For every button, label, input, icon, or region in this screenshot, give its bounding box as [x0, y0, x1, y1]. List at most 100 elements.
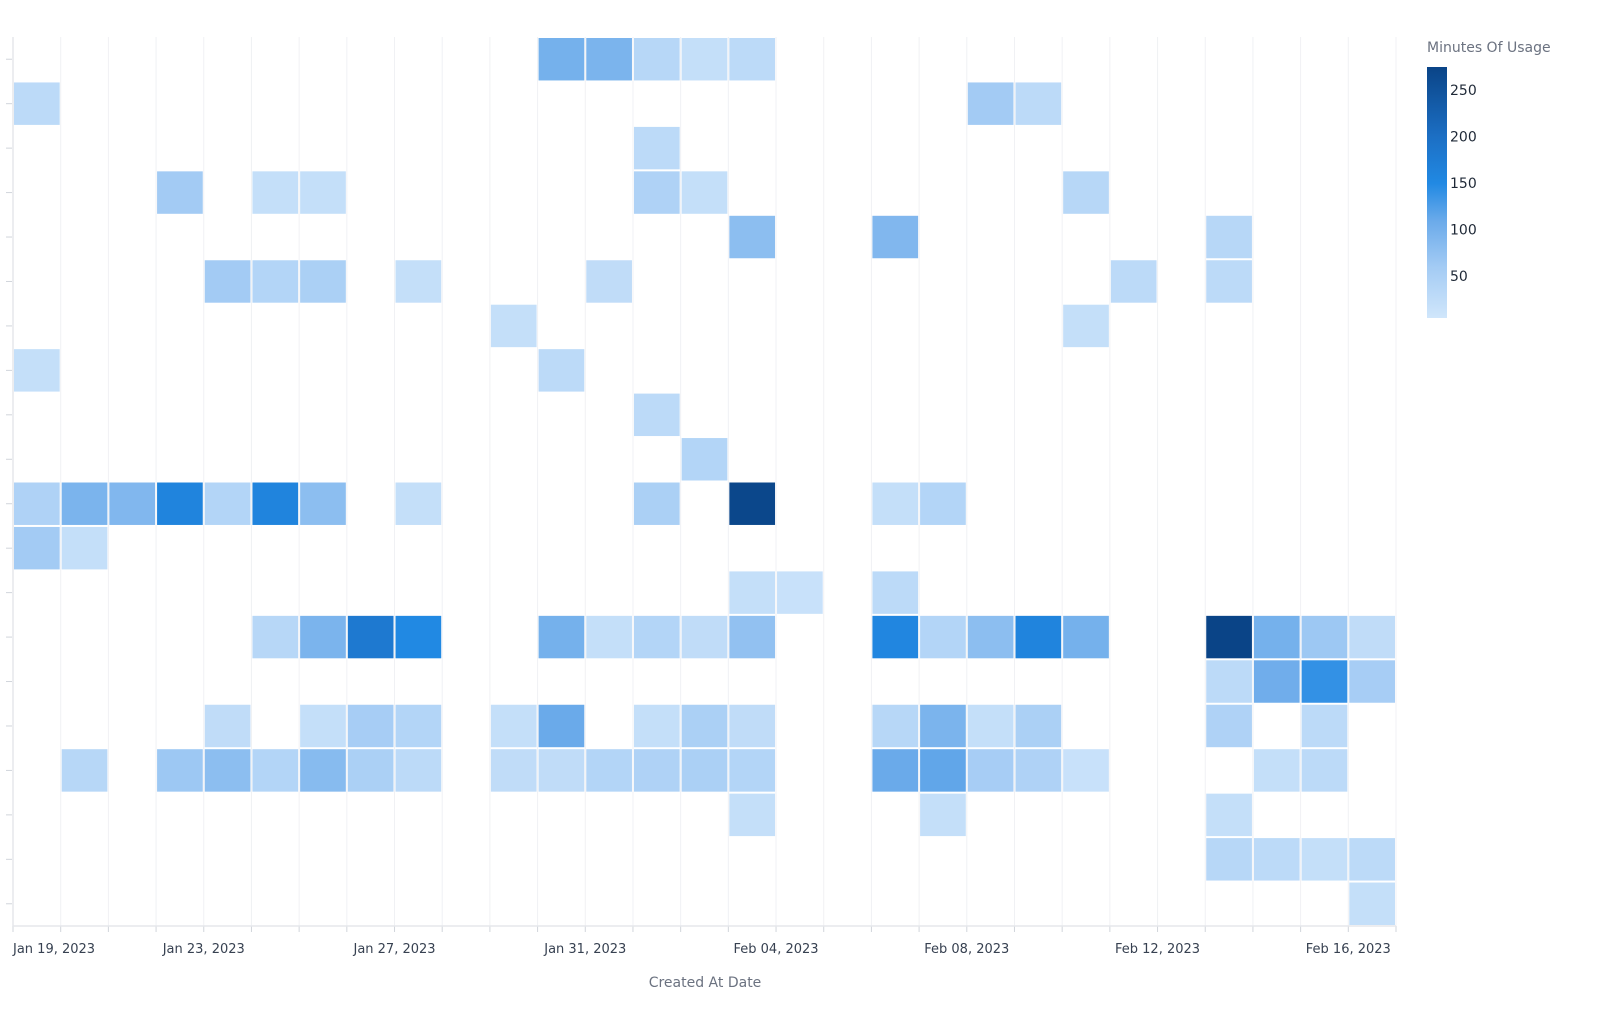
- heatmap-cell[interactable]: [729, 482, 776, 525]
- heatmap-cell[interactable]: [252, 482, 299, 525]
- heatmap-cell[interactable]: [61, 482, 108, 525]
- heatmap-cell[interactable]: [729, 749, 776, 792]
- heatmap-cell[interactable]: [14, 482, 60, 525]
- heatmap-cell[interactable]: [1253, 660, 1300, 703]
- heatmap-cell[interactable]: [633, 482, 680, 525]
- heatmap-cell[interactable]: [920, 615, 966, 659]
- heatmap-cell[interactable]: [1206, 615, 1252, 659]
- heatmap-cell[interactable]: [204, 749, 251, 792]
- heatmap-cell[interactable]: [1206, 793, 1252, 837]
- heatmap-cell[interactable]: [1301, 660, 1348, 703]
- heatmap-cell[interactable]: [1206, 838, 1252, 881]
- heatmap-cell[interactable]: [872, 482, 919, 525]
- heatmap-cell[interactable]: [872, 571, 919, 614]
- heatmap-cell[interactable]: [729, 571, 776, 614]
- heatmap-cell[interactable]: [538, 749, 585, 792]
- heatmap-cell[interactable]: [204, 482, 251, 525]
- heatmap-cell[interactable]: [204, 704, 251, 748]
- heatmap-cell[interactable]: [1063, 304, 1109, 348]
- heatmap-cell[interactable]: [1349, 838, 1395, 881]
- heatmap-cell[interactable]: [300, 749, 346, 792]
- heatmap-cell[interactable]: [1206, 704, 1252, 748]
- heatmap-cell[interactable]: [1015, 704, 1062, 748]
- heatmap-cell[interactable]: [538, 615, 585, 659]
- heatmap-cell[interactable]: [538, 704, 585, 748]
- heatmap-cell[interactable]: [633, 38, 680, 81]
- heatmap-cell[interactable]: [1110, 260, 1157, 303]
- heatmap-cell[interactable]: [586, 38, 632, 81]
- heatmap-cell[interactable]: [1063, 615, 1109, 659]
- heatmap-cell[interactable]: [872, 704, 919, 748]
- heatmap-cell[interactable]: [252, 260, 299, 303]
- heatmap-cell[interactable]: [681, 38, 728, 81]
- heatmap-cell[interactable]: [395, 704, 442, 748]
- heatmap-cell[interactable]: [1253, 749, 1300, 792]
- heatmap-cell[interactable]: [1301, 749, 1348, 792]
- heatmap-cell[interactable]: [204, 260, 251, 303]
- heatmap-cell[interactable]: [300, 704, 346, 748]
- heatmap-cell[interactable]: [1063, 171, 1109, 214]
- heatmap-cell[interactable]: [681, 438, 728, 481]
- heatmap-cell[interactable]: [920, 793, 966, 837]
- heatmap-cell[interactable]: [395, 749, 442, 792]
- heatmap-cell[interactable]: [1206, 660, 1252, 703]
- heatmap-cell[interactable]: [1063, 749, 1109, 792]
- heatmap-cell[interactable]: [1349, 615, 1395, 659]
- heatmap-cell[interactable]: [1253, 615, 1300, 659]
- heatmap-cell[interactable]: [395, 482, 442, 525]
- heatmap-cell[interactable]: [681, 749, 728, 792]
- heatmap-cell[interactable]: [633, 171, 680, 214]
- heatmap-cell[interactable]: [300, 171, 346, 214]
- heatmap-cell[interactable]: [490, 749, 537, 792]
- heatmap-cell[interactable]: [14, 349, 60, 392]
- heatmap-cell[interactable]: [633, 749, 680, 792]
- heatmap-cell[interactable]: [586, 749, 632, 792]
- heatmap-cell[interactable]: [729, 793, 776, 837]
- heatmap-cell[interactable]: [777, 571, 823, 614]
- heatmap-cell[interactable]: [920, 482, 966, 525]
- heatmap-cell[interactable]: [157, 749, 203, 792]
- heatmap-cell[interactable]: [1349, 660, 1395, 703]
- heatmap-cell[interactable]: [729, 615, 776, 659]
- heatmap-cell[interactable]: [681, 171, 728, 214]
- heatmap-cell[interactable]: [1015, 82, 1062, 125]
- heatmap-cell[interactable]: [347, 749, 394, 792]
- heatmap-cell[interactable]: [633, 704, 680, 748]
- heatmap-cell[interactable]: [300, 482, 346, 525]
- heatmap-cell[interactable]: [729, 704, 776, 748]
- heatmap-cell[interactable]: [395, 615, 442, 659]
- heatmap-cell[interactable]: [490, 704, 537, 748]
- heatmap-cell[interactable]: [347, 615, 394, 659]
- heatmap-cell[interactable]: [1015, 749, 1062, 792]
- heatmap-cell[interactable]: [920, 704, 966, 748]
- heatmap-cell[interactable]: [1206, 215, 1252, 259]
- heatmap-cell[interactable]: [1206, 260, 1252, 303]
- heatmap-cell[interactable]: [872, 749, 919, 792]
- heatmap-cell[interactable]: [967, 82, 1014, 125]
- heatmap-cell[interactable]: [681, 704, 728, 748]
- heatmap-cell[interactable]: [633, 393, 680, 437]
- heatmap-cell[interactable]: [14, 82, 60, 125]
- heatmap-cell[interactable]: [967, 749, 1014, 792]
- heatmap-cell[interactable]: [490, 304, 537, 348]
- heatmap-cell[interactable]: [1349, 882, 1395, 925]
- heatmap-cell[interactable]: [872, 615, 919, 659]
- heatmap-cell[interactable]: [61, 749, 108, 792]
- heatmap-cell[interactable]: [157, 482, 203, 525]
- heatmap-cell[interactable]: [1301, 838, 1348, 881]
- heatmap-cell[interactable]: [1253, 838, 1300, 881]
- heatmap-cell[interactable]: [586, 615, 632, 659]
- heatmap-cell[interactable]: [538, 349, 585, 392]
- heatmap-cell[interactable]: [109, 482, 156, 525]
- heatmap-cell[interactable]: [967, 704, 1014, 748]
- heatmap-cell[interactable]: [1015, 615, 1062, 659]
- heatmap-cell[interactable]: [252, 749, 299, 792]
- heatmap-cell[interactable]: [300, 615, 346, 659]
- heatmap-cell[interactable]: [586, 260, 632, 303]
- heatmap-cell[interactable]: [157, 171, 203, 214]
- heatmap-cell[interactable]: [729, 38, 776, 81]
- heatmap-cell[interactable]: [395, 260, 442, 303]
- heatmap-cell[interactable]: [538, 38, 585, 81]
- heatmap-cell[interactable]: [252, 615, 299, 659]
- heatmap-cell[interactable]: [920, 749, 966, 792]
